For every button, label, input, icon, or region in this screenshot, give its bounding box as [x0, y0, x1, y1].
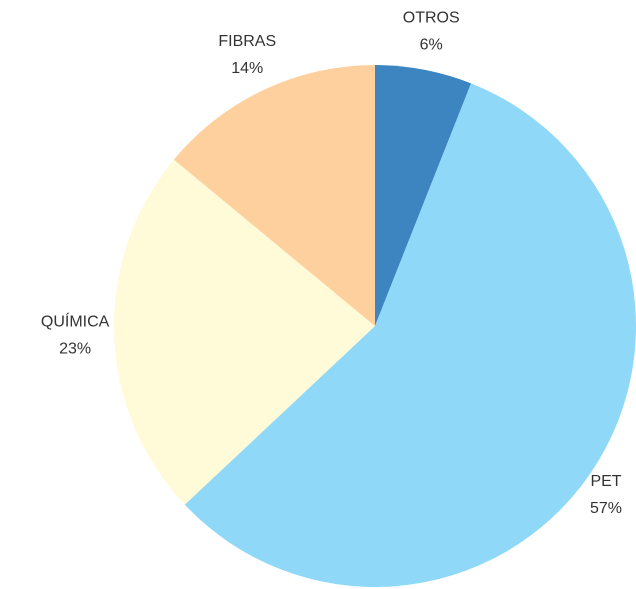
slice-value-label: 14%: [231, 60, 263, 77]
slice-label: QUÍMICA: [41, 312, 110, 331]
slice-label: PET: [590, 473, 621, 490]
slice-value-label: 6%: [420, 37, 443, 54]
pie-slice: [375, 65, 472, 326]
slice-label: OTROS: [403, 10, 460, 27]
pie-slice: [184, 83, 636, 587]
slice-value-label: 57%: [590, 500, 622, 517]
slice-label: FIBRAS: [218, 33, 276, 50]
pie-slice: [114, 159, 375, 505]
slice-value-label: 23%: [59, 341, 91, 358]
pie-slice: [173, 65, 375, 326]
